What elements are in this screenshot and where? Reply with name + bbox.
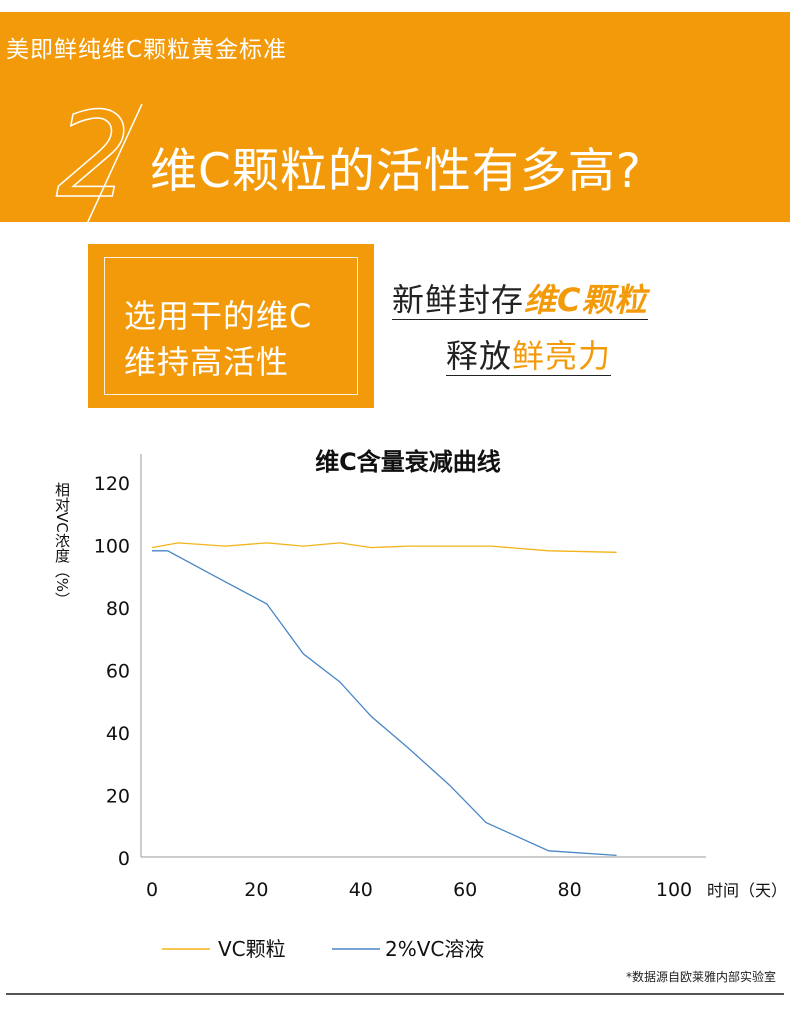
- y-tick-label: 60: [106, 661, 130, 683]
- header-banner: 美即鲜纯维C颗粒黄金标准 2 维C颗粒的活性有多高?: [0, 12, 790, 227]
- y-tick-label: 120: [94, 473, 130, 495]
- slogan-line-1-plain: 新鲜封存: [392, 281, 525, 319]
- slogan-line-2-accent: 鲜亮力: [512, 337, 612, 375]
- chart-title: 维C含量衰减曲线: [315, 448, 501, 476]
- y-tick-label: 100: [94, 536, 130, 558]
- legend-label-2: 2%VC溶液: [385, 937, 484, 960]
- x-tick-label: 100: [656, 879, 692, 901]
- x-tick-label: 40: [349, 879, 373, 901]
- slogan-line-1-accent: 维C颗粒: [524, 281, 648, 319]
- feature-line-1: 选用干的维C: [124, 297, 313, 335]
- source-note: *数据源自欧莱雅内部实验室: [625, 970, 776, 984]
- x-tick-label: 80: [558, 879, 582, 901]
- slogan-line-1: 新鲜封存维C颗粒: [392, 282, 648, 320]
- vc-decay-chart: 维C含量衰减曲线 0 20 40 60 80 100 120 0 20 40 60 80 100 相对VC浓…: [53, 448, 787, 960]
- x-tick-label: 0: [146, 879, 158, 901]
- feature-line-2: 维持高活性: [124, 343, 290, 381]
- bottom-divider: [6, 993, 784, 995]
- series-line-1: [151, 542, 617, 553]
- series-line-2: [152, 550, 617, 857]
- slogan-line-2: 释放鲜亮力: [446, 337, 612, 376]
- y-tick-label: 80: [106, 598, 130, 620]
- feature-box: 选用干的维C 维持高活性: [88, 244, 374, 408]
- y-axis-label: 相对VC浓度（%）: [53, 482, 71, 607]
- x-tick-label: 60: [453, 879, 477, 901]
- banner-title: 维C颗粒的活性有多高?: [150, 144, 642, 199]
- y-tick-label: 40: [106, 723, 130, 745]
- x-axis-label: 时间（天）: [707, 881, 787, 900]
- legend-label-1: VC颗粒: [218, 937, 286, 960]
- x-tick-label: 20: [244, 879, 268, 901]
- banner-subtitle: 美即鲜纯维C颗粒黄金标准: [6, 37, 288, 63]
- feature-box-frame: [104, 257, 358, 395]
- slogan-line-2-plain: 释放: [446, 337, 513, 375]
- y-tick-label: 0: [118, 848, 130, 870]
- slash-decoration-icon: [85, 103, 143, 227]
- y-tick-label: 20: [106, 786, 130, 808]
